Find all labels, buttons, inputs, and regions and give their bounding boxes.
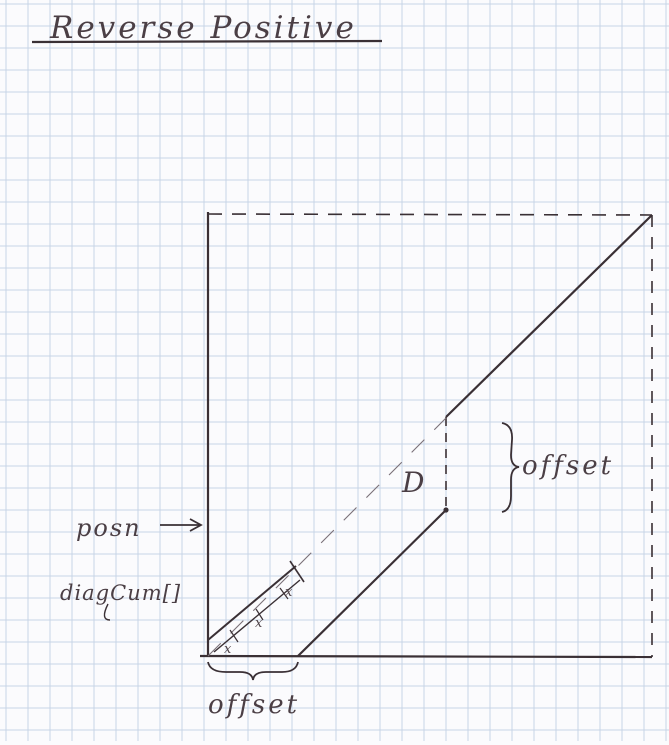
- strip-line-outer: [207, 565, 297, 641]
- offset-brace-bottom: [207, 661, 299, 681]
- gap-endpoint-dot: [443, 507, 449, 513]
- strip-tick-3: [279, 587, 289, 600]
- x-mark-3: x: [285, 585, 293, 600]
- diagcum-label: diagCum[]: [60, 581, 181, 605]
- offset-label-bottom: offset: [208, 690, 300, 720]
- posn-arrow-head: [189, 518, 203, 532]
- lower-diagonal: [297, 509, 447, 657]
- strip-line-inner: [213, 579, 301, 653]
- title-underline: [31, 39, 383, 44]
- x-mark-1: x: [224, 642, 232, 657]
- d-label: D: [401, 466, 424, 499]
- diagcum-tail: [103, 603, 111, 621]
- upper-diagonal: [445, 214, 653, 418]
- bottom-axis: [199, 654, 653, 659]
- strip-end-tick: [289, 560, 305, 583]
- offset-label-right: offset: [522, 451, 614, 481]
- top-dashed-edge: [207, 213, 653, 216]
- offset-brace-right: [501, 422, 520, 513]
- center-dashed-diagonal: [207, 417, 447, 657]
- diagram-title: Reverse Positive: [49, 10, 357, 46]
- posn-label: posn: [76, 514, 142, 542]
- strip-tick-2: [255, 608, 264, 621]
- strip-tick-1: [229, 629, 239, 643]
- x-mark-2: x: [255, 616, 263, 631]
